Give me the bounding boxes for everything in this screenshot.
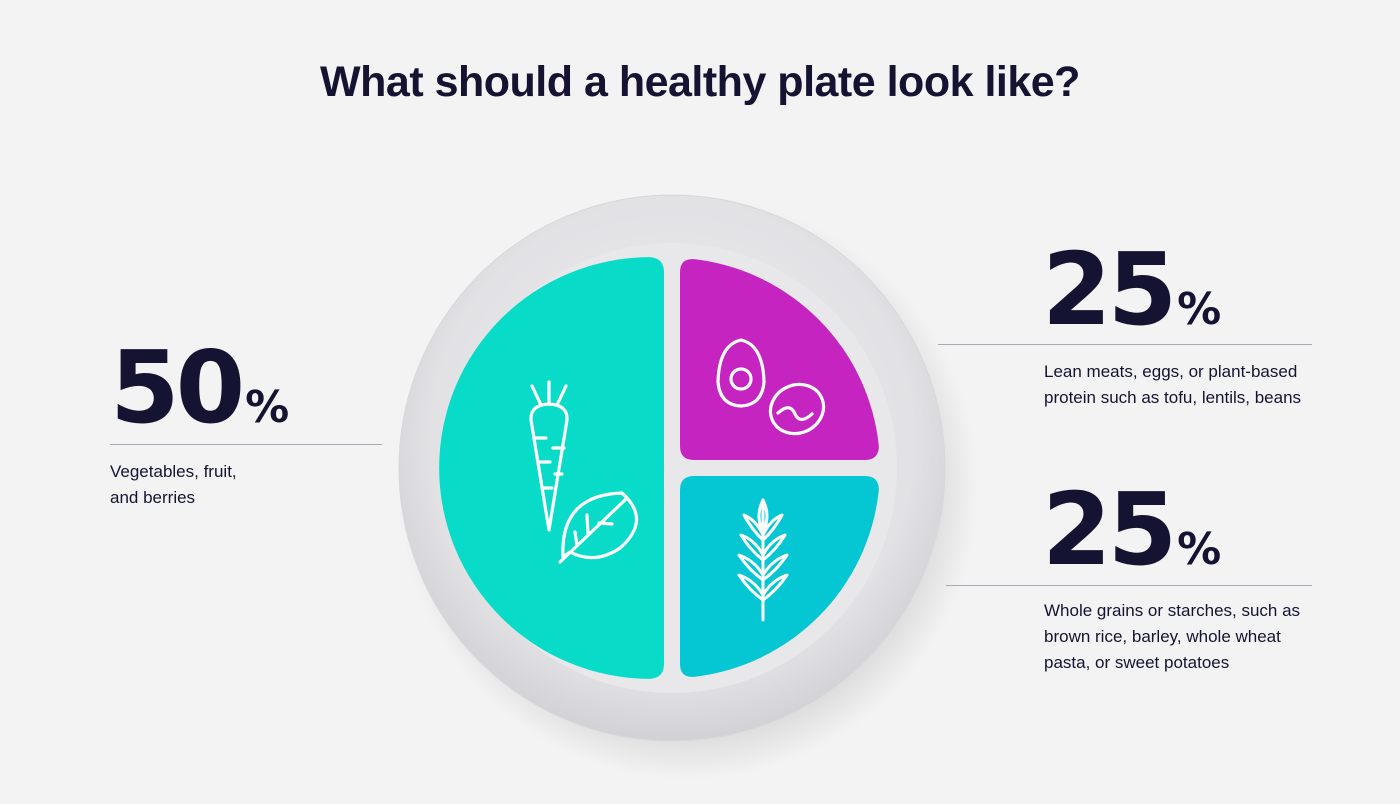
desc-grains-line: brown rice, barley, whole wheat xyxy=(1044,627,1281,646)
wheat-icon xyxy=(737,498,789,622)
desc-protein: Lean meats, eggs, or plant-based protein… xyxy=(1044,359,1301,411)
stat-protein: 25% xyxy=(1042,240,1221,340)
desc-protein-line: protein such as tofu, lentils, beans xyxy=(1044,388,1302,407)
desc-grains-line: Whole grains or starches, such as xyxy=(1044,601,1301,620)
desc-vegetables-line: Vegetables, fruit, xyxy=(110,462,237,481)
stat-vegetables: 50% xyxy=(110,338,289,438)
stat-grains-unit: % xyxy=(1177,524,1222,575)
stat-vegetables-unit: % xyxy=(245,382,290,433)
stat-protein-value: 25 xyxy=(1042,231,1177,348)
divider-vegetables xyxy=(110,444,382,445)
desc-grains-line: pasta, or sweet potatoes xyxy=(1044,653,1230,672)
page-title: What should a healthy plate look like? xyxy=(320,58,1080,106)
desc-protein-line: Lean meats, eggs, or plant-based xyxy=(1044,362,1298,381)
slice-protein xyxy=(680,259,879,460)
desc-vegetables-line: and berries xyxy=(110,488,196,507)
desc-grains: Whole grains or starches, such as brown … xyxy=(1044,598,1300,676)
slice-grains xyxy=(680,476,879,677)
carrot-and-spinach-icon xyxy=(529,380,639,564)
egg-and-beans-icon xyxy=(716,338,826,436)
stat-vegetables-value: 50 xyxy=(110,329,245,446)
divider-grains xyxy=(946,585,1312,586)
stat-protein-unit: % xyxy=(1177,284,1222,335)
slice-vegetables xyxy=(439,257,664,679)
stat-grains-value: 25 xyxy=(1042,471,1177,588)
stat-grains: 25% xyxy=(1042,480,1221,580)
desc-vegetables: Vegetables, fruit, and berries xyxy=(110,459,237,511)
divider-protein xyxy=(938,344,1312,345)
